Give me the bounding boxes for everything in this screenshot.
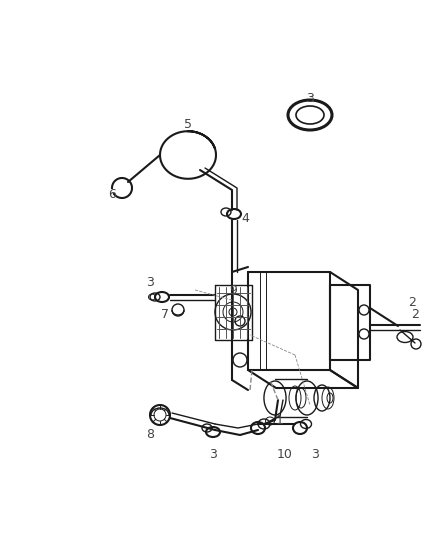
Text: 4: 4 xyxy=(241,212,249,224)
Text: 3: 3 xyxy=(146,277,154,289)
Text: 3: 3 xyxy=(306,92,314,104)
Text: 6: 6 xyxy=(108,189,116,201)
Text: 2: 2 xyxy=(408,295,416,309)
Text: 9: 9 xyxy=(229,284,237,296)
Text: 1: 1 xyxy=(276,414,284,426)
Text: 3: 3 xyxy=(311,448,319,462)
Text: 8: 8 xyxy=(146,429,154,441)
Text: 5: 5 xyxy=(184,118,192,132)
Text: 10: 10 xyxy=(277,448,293,462)
Text: 7: 7 xyxy=(161,309,169,321)
Text: 2: 2 xyxy=(411,309,419,321)
Text: 3: 3 xyxy=(209,448,217,462)
